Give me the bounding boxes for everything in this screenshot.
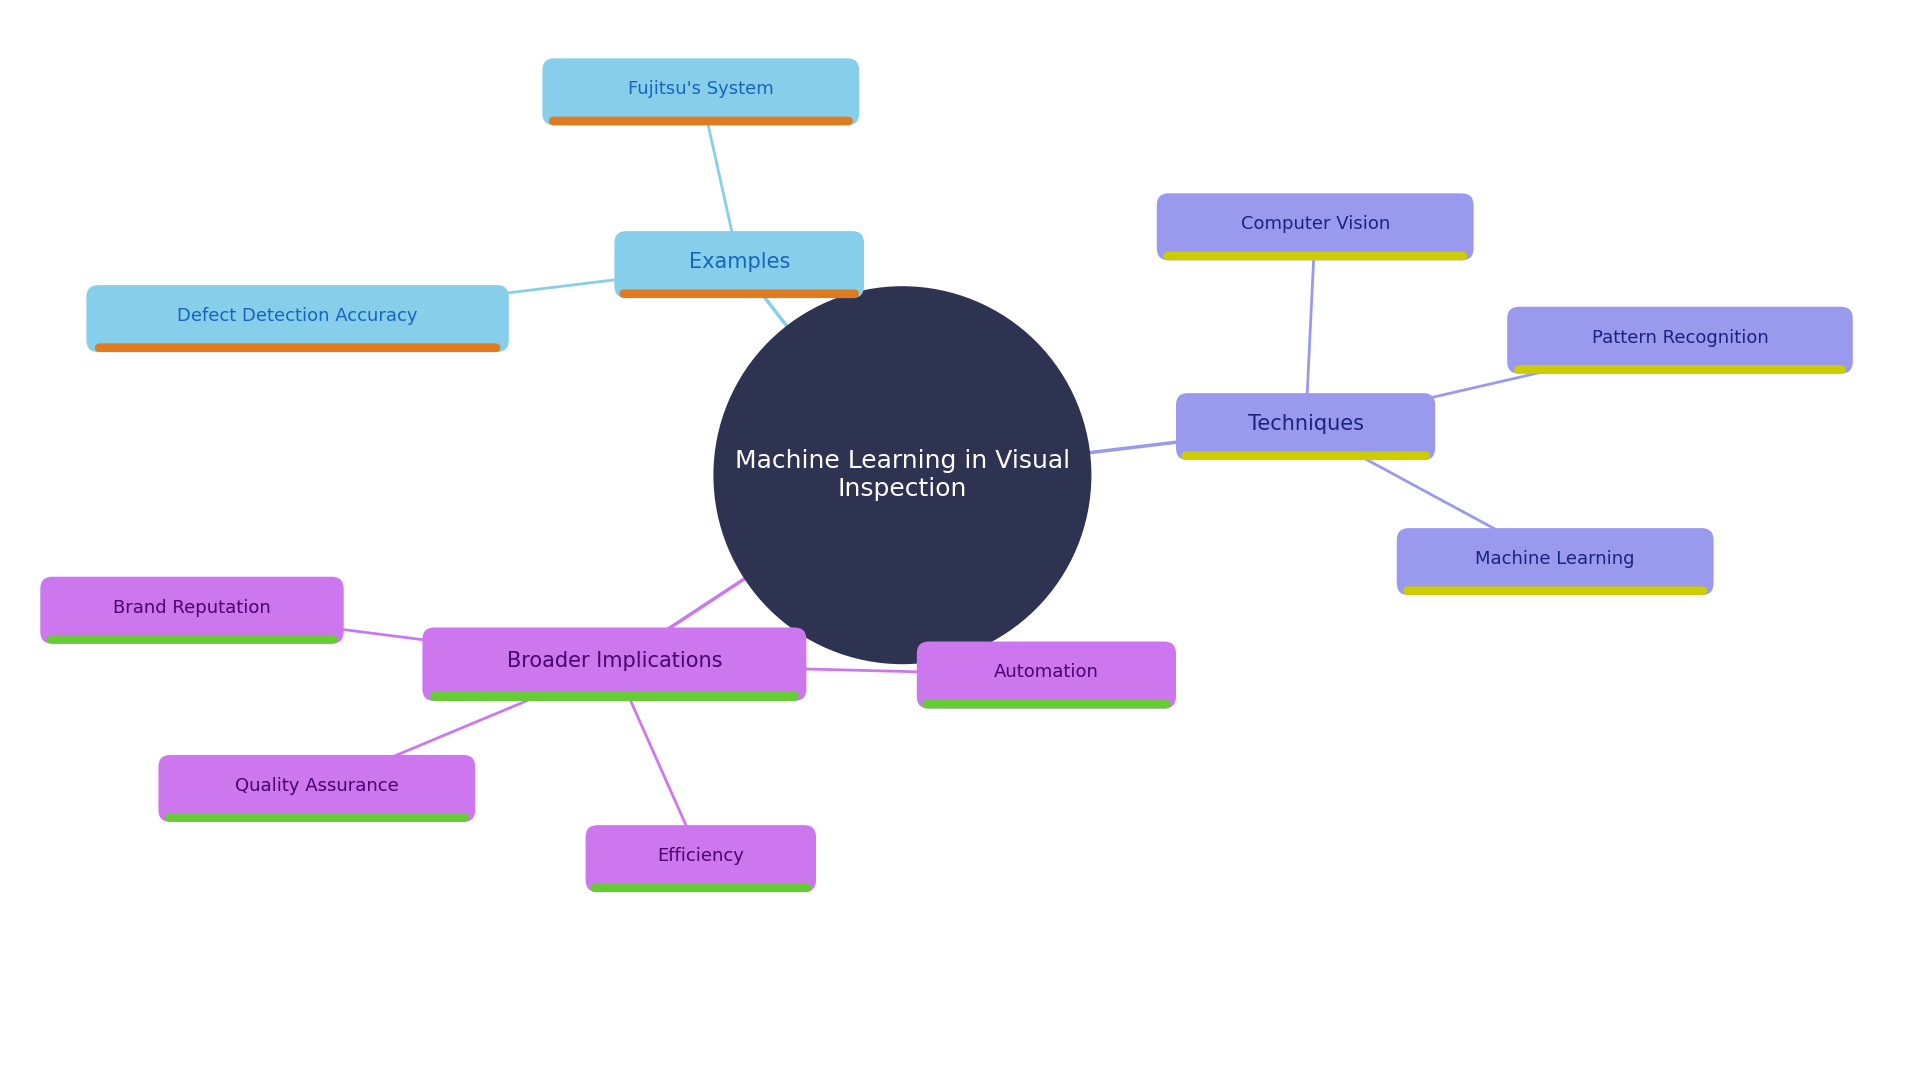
FancyBboxPatch shape <box>422 627 806 701</box>
Text: Quality Assurance: Quality Assurance <box>234 777 399 795</box>
Text: Machine Learning in Visual
Inspection: Machine Learning in Visual Inspection <box>735 449 1069 501</box>
FancyBboxPatch shape <box>159 755 476 822</box>
FancyBboxPatch shape <box>430 691 799 701</box>
Circle shape <box>714 286 1091 664</box>
Text: Computer Vision: Computer Vision <box>1240 215 1390 233</box>
FancyBboxPatch shape <box>1507 307 1853 374</box>
FancyBboxPatch shape <box>1177 393 1436 460</box>
FancyBboxPatch shape <box>165 813 468 822</box>
Text: Examples: Examples <box>689 252 789 272</box>
FancyBboxPatch shape <box>1404 586 1707 595</box>
Text: Efficiency: Efficiency <box>657 847 745 865</box>
Text: Automation: Automation <box>995 663 1098 681</box>
Text: Techniques: Techniques <box>1248 414 1363 434</box>
FancyBboxPatch shape <box>86 285 509 352</box>
Text: Pattern Recognition: Pattern Recognition <box>1592 328 1768 347</box>
FancyBboxPatch shape <box>589 883 812 892</box>
Text: Fujitsu's System: Fujitsu's System <box>628 80 774 98</box>
FancyBboxPatch shape <box>1164 252 1467 260</box>
Text: Machine Learning: Machine Learning <box>1475 550 1636 568</box>
FancyBboxPatch shape <box>918 642 1177 708</box>
FancyBboxPatch shape <box>586 825 816 892</box>
Text: Defect Detection Accuracy: Defect Detection Accuracy <box>177 307 419 325</box>
FancyBboxPatch shape <box>614 231 864 298</box>
Text: Brand Reputation: Brand Reputation <box>113 598 271 617</box>
FancyBboxPatch shape <box>94 343 501 352</box>
FancyBboxPatch shape <box>543 58 858 125</box>
FancyBboxPatch shape <box>1181 451 1430 460</box>
FancyBboxPatch shape <box>1515 365 1845 374</box>
FancyBboxPatch shape <box>922 700 1171 708</box>
FancyBboxPatch shape <box>1156 193 1475 260</box>
FancyBboxPatch shape <box>549 117 852 125</box>
FancyBboxPatch shape <box>46 635 338 644</box>
FancyBboxPatch shape <box>40 577 344 644</box>
Text: Broader Implications: Broader Implications <box>507 651 722 672</box>
FancyBboxPatch shape <box>1396 528 1713 595</box>
FancyBboxPatch shape <box>620 289 858 298</box>
